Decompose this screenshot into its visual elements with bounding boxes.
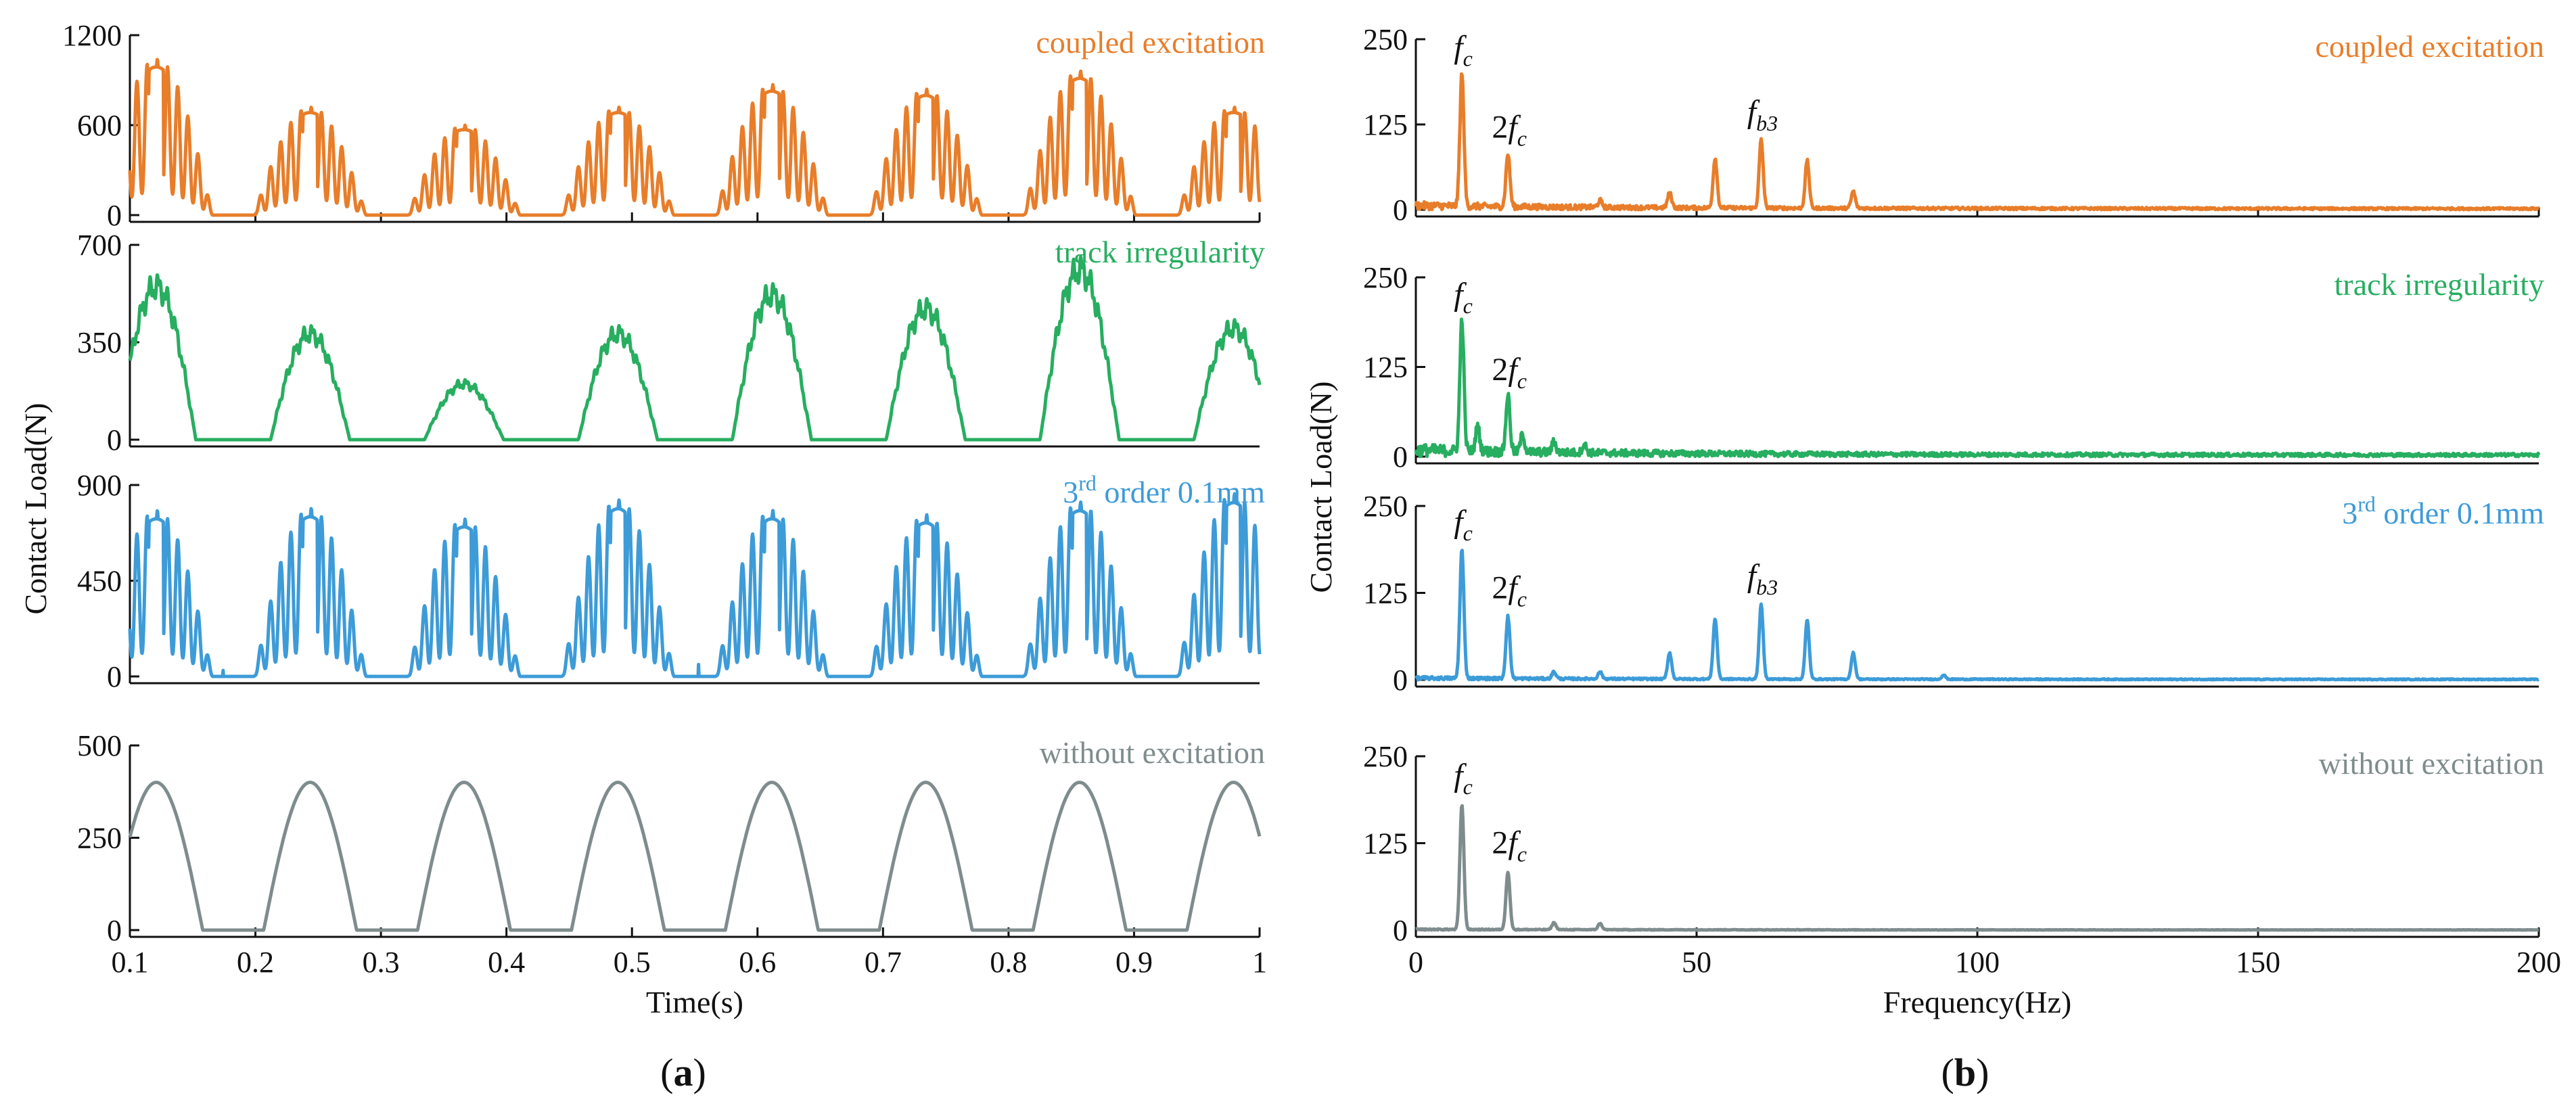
y-tick-label: 250 [1363, 740, 1408, 773]
x-tick-label: 0 [1408, 946, 1423, 979]
y-tick-label: 1200 [62, 19, 122, 52]
x-tick-label: 0.2 [237, 946, 274, 979]
x-tick-label: 1 [1252, 946, 1267, 979]
y-tick-label: 0 [1393, 664, 1408, 697]
y-tick-label: 0 [1393, 914, 1408, 947]
series-line [1414, 549, 2540, 682]
y-tick-label: 900 [77, 469, 122, 502]
y-axis-label: Contact Load(N) [18, 403, 53, 615]
panel-label-a: (a) [660, 1051, 706, 1094]
series-title: without excitation [2319, 746, 2544, 781]
y-tick-label: 0 [107, 660, 122, 693]
subplot-a-3: 0 250 500 0.1 0.2 0.3 0.4 0.5 0.6 0.7 0.8 0.9 1 witho… [77, 729, 1267, 1019]
x-tick-label: 0.1 [112, 946, 149, 979]
x-tick-label: 50 [1682, 946, 1711, 979]
y-tick-label: 450 [77, 565, 122, 598]
y-tick-label: 500 [77, 729, 122, 762]
series-line [128, 57, 1262, 217]
y-axis-label: Contact Load(N) [1304, 382, 1338, 593]
panel-label-b: (b) [1941, 1051, 1990, 1094]
x-tick-label: 0.3 [363, 946, 400, 979]
x-axis-label: Time(s) [646, 985, 743, 1019]
y-tick-label: 0 [107, 914, 122, 947]
series-title: coupled excitation [1036, 25, 1266, 60]
y-tick-label: 250 [77, 822, 122, 855]
series-line [128, 492, 1262, 678]
y-tick-label: 125 [1363, 577, 1408, 610]
x-tick-label: 0.9 [1116, 946, 1153, 979]
series-title: track irregularity [1055, 235, 1265, 269]
series-line [128, 255, 1262, 442]
series-line [1414, 317, 2541, 459]
y-tick-label: 0 [1393, 440, 1408, 474]
x-tick-label: 0.8 [990, 946, 1027, 979]
y-tick-label: 125 [1363, 108, 1408, 141]
y-tick-label: 0 [107, 423, 122, 457]
x-tick-label: 200 [2516, 946, 2561, 979]
y-tick-label: 250 [1363, 261, 1408, 294]
series-title: coupled excitation [2316, 29, 2545, 64]
series-title: 3rd order 0.1mm [2342, 492, 2544, 530]
x-tick-label: 0.4 [488, 946, 525, 979]
series-line [128, 781, 1262, 932]
x-tick-label: 100 [1955, 946, 2000, 979]
x-tick-label: 150 [2236, 946, 2280, 979]
y-tick-label: 250 [1363, 490, 1408, 523]
y-tick-label: 350 [77, 326, 122, 359]
y-tick-label: 125 [1363, 351, 1408, 384]
x-tick-label: 0.7 [865, 946, 902, 979]
x-axis-label: Frequency(Hz) [1883, 985, 2071, 1019]
y-tick-label: 0 [107, 199, 122, 232]
subplot-a-1: 0 350 700 track irregularity Contact Load(N) [18, 229, 1265, 614]
x-tick-label: 0.5 [614, 946, 651, 979]
y-tick-label: 0 [1393, 193, 1408, 227]
series-title: track irregularity [2334, 267, 2544, 302]
y-tick-label: 600 [77, 109, 122, 142]
peak-annotation: 2fc [1492, 109, 1527, 150]
y-tick-label: 125 [1363, 827, 1408, 860]
x-tick-label: 0.6 [739, 946, 776, 979]
y-tick-label: 250 [1363, 23, 1408, 56]
series-line [1414, 72, 2540, 212]
y-tick-label: 700 [77, 229, 122, 262]
series-line [1414, 804, 2540, 932]
subplot-a-0: 0 600 1200 coupled excitation [62, 19, 1265, 232]
series-title: without excitation [1040, 735, 1265, 770]
